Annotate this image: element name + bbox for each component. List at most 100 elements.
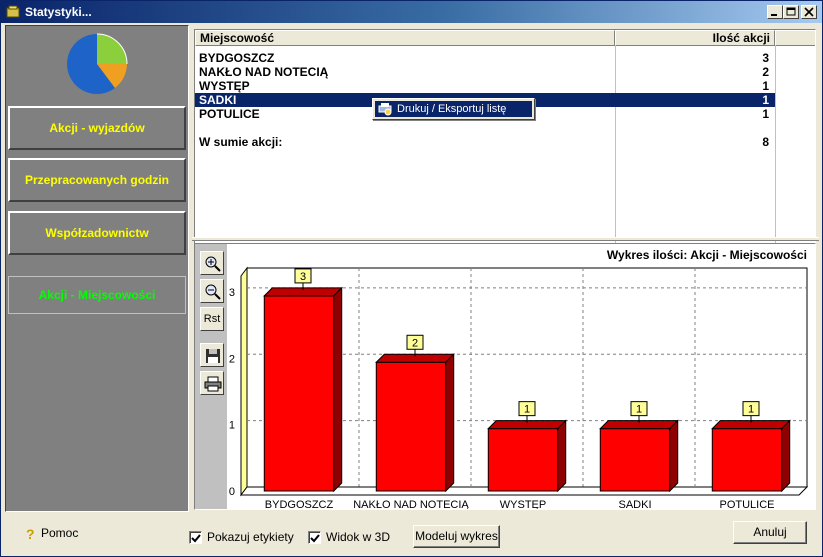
view-3d-label: Widok w 3D	[326, 530, 391, 544]
save-chart-button[interactable]	[200, 343, 224, 367]
bar-side	[333, 286, 343, 493]
table-header: Miejscowość Ilość akcji	[195, 30, 815, 46]
data-label: 2	[412, 337, 418, 349]
x-tick-label: SADKI	[618, 499, 651, 509]
zoom-out-button[interactable]	[200, 279, 224, 303]
print-export-icon	[378, 103, 392, 116]
checkmark-icon	[191, 533, 201, 542]
checkbox-box[interactable]	[189, 530, 202, 544]
data-label-box	[406, 334, 424, 350]
y-tick-label: 2	[229, 353, 235, 365]
row-count: 1	[762, 93, 769, 107]
nav-wspolzadownictw[interactable]: Współzadownictw	[8, 211, 186, 255]
row-place: WYSTĘP	[199, 79, 250, 93]
model-chart-button[interactable]: Modeluj wykres	[413, 525, 500, 548]
cancel-button[interactable]: Anuluj	[733, 521, 807, 544]
checkbox-box[interactable]	[308, 530, 321, 544]
checkmark-icon	[310, 533, 320, 542]
data-label: 3	[300, 271, 306, 283]
title-bar[interactable]: Statystyki...	[1, 1, 822, 23]
nav-akcje-miejscowosci[interactable]: Akcji - Miejscowości	[8, 276, 186, 314]
x-tick-label: WYSTĘP	[500, 499, 546, 509]
left-nav-panel: Akcji - wyjazdów Przepracowanych godzin …	[5, 25, 189, 512]
row-place: NAKŁO NAD NOTECIĄ	[199, 65, 329, 79]
svg-text:?: ?	[26, 527, 35, 541]
data-label-box	[742, 401, 760, 417]
y-tick-label: 1	[229, 420, 235, 432]
total-value: 8	[762, 135, 769, 149]
bar-chart: 0 1 2 3 3 BYDGOSZCZ 2 NAKŁO NAD NOTECIĄ 1 WYSTĘP 1…	[229, 266, 809, 509]
chart-title: Wykres ilości: Akcji - Miejscowości	[606, 248, 807, 262]
chart-toolbar: Rst	[195, 244, 227, 509]
data-label: 1	[524, 404, 530, 416]
row-place: SADKI	[199, 93, 237, 107]
bar	[487, 428, 559, 492]
table-row[interactable]: NAKŁO NAD NOTECIĄ 2	[195, 65, 775, 79]
bar	[375, 361, 447, 492]
bar	[711, 428, 783, 492]
print-export-menu-item[interactable]: Drukuj / Eksportuj listę	[375, 101, 532, 117]
pie-chart-logo-icon	[67, 33, 128, 94]
close-icon	[804, 7, 814, 17]
context-menu-label: Drukuj / Eksportuj listę	[397, 103, 507, 115]
nav-przepracowanych-godzin[interactable]: Przepracowanych godzin	[8, 158, 186, 202]
floppy-disk-icon	[206, 349, 220, 363]
row-place: POTULICE	[199, 107, 260, 121]
content-panel: Miejscowość Ilość akcji BYDGOSZCZ 3 NAKŁ…	[192, 25, 819, 512]
row-count: 1	[762, 79, 769, 93]
bar-side	[669, 419, 679, 493]
bar-side	[781, 419, 791, 493]
column-header-place[interactable]: Miejscowość	[195, 30, 615, 46]
table-row[interactable]: POTULICE 1	[195, 107, 775, 121]
zoom-in-button[interactable]	[200, 251, 224, 275]
x-tick-label: POTULICE	[719, 499, 774, 509]
minimize-button[interactable]	[767, 5, 783, 19]
reset-zoom-button[interactable]: Rst	[200, 307, 224, 331]
row-count: 2	[762, 65, 769, 79]
y-tick-label: 0	[229, 486, 235, 498]
column-divider	[615, 46, 616, 259]
bar	[263, 295, 335, 492]
help-link[interactable]: ? Pomoc	[25, 526, 78, 542]
print-chart-button[interactable]	[200, 371, 224, 395]
splitter-handle[interactable]	[192, 237, 819, 241]
y-tick-label: 3	[229, 287, 235, 299]
row-place: BYDGOSZCZ	[199, 51, 275, 65]
bar	[599, 428, 671, 492]
column-divider	[775, 46, 776, 259]
show-labels-label: Pokazuj etykiety	[207, 530, 294, 544]
printer-icon	[204, 376, 222, 392]
chart-panel: Rst Wykres ilości: Akcji - Miejscowości …	[194, 243, 816, 510]
places-table[interactable]: Miejscowość Ilość akcji BYDGOSZCZ 3 NAKŁ…	[194, 29, 816, 260]
table-row[interactable]: BYDGOSZCZ 3	[195, 51, 775, 65]
maximize-button[interactable]	[783, 5, 799, 19]
total-label: W sumie akcji:	[199, 135, 283, 149]
data-label: 1	[636, 404, 642, 416]
data-label-box	[630, 401, 648, 417]
minimize-icon	[771, 14, 777, 16]
data-label-box	[518, 401, 536, 417]
row-count: 3	[762, 51, 769, 65]
context-menu: Drukuj / Eksportuj listę	[372, 98, 535, 120]
zoom-out-icon	[205, 284, 221, 300]
chart-left-wall	[240, 266, 248, 497]
bar-side	[445, 353, 455, 493]
x-tick-label: BYDGOSZCZ	[265, 499, 334, 509]
bottom-bar: ? Pomoc Pokazuj etykiety Widok w 3D Mode…	[5, 514, 819, 554]
row-count: 1	[762, 107, 769, 121]
view-3d-checkbox[interactable]: Widok w 3D	[308, 530, 390, 544]
bar-side	[557, 419, 567, 493]
table-row[interactable]: WYSTĘP 1	[195, 79, 775, 93]
app-icon	[6, 5, 20, 18]
column-header-filler	[775, 30, 815, 46]
data-label-box	[294, 268, 312, 284]
maximize-icon	[786, 7, 796, 16]
help-icon: ?	[26, 526, 35, 542]
column-header-count[interactable]: Ilość akcji	[615, 30, 775, 46]
x-tick-label: NAKŁO NAD NOTECIĄ	[353, 499, 469, 509]
close-button[interactable]	[801, 5, 817, 19]
nav-akcje-wyjazdow[interactable]: Akcji - wyjazdów	[8, 106, 186, 150]
window-title: Statystyki...	[25, 5, 92, 19]
show-labels-checkbox[interactable]: Pokazuj etykiety	[189, 530, 294, 544]
